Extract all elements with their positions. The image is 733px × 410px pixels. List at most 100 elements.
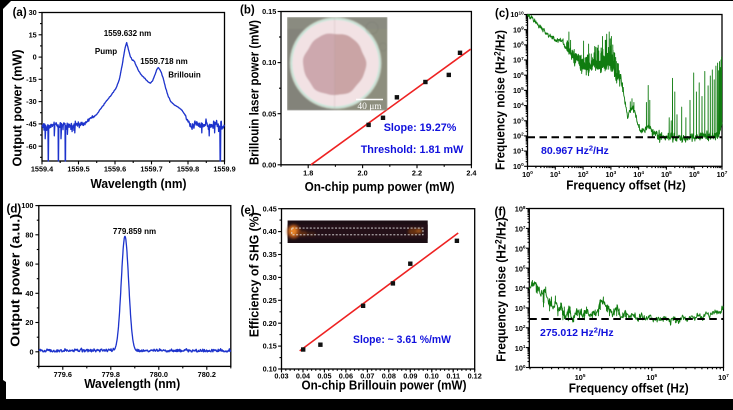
svg-text:80.967 Hz2/Hz: 80.967 Hz2/Hz (541, 144, 609, 158)
svg-text:104: 104 (633, 170, 644, 179)
svg-text:-60: -60 (26, 142, 37, 151)
svg-text:0.10: 0.10 (425, 372, 439, 381)
svg-text:60: 60 (25, 260, 33, 269)
svg-text:105: 105 (515, 264, 526, 273)
svg-text:106: 106 (689, 170, 700, 179)
svg-text:(d): (d) (7, 204, 22, 216)
svg-text:0.25: 0.25 (263, 296, 277, 305)
svg-text:104: 104 (513, 101, 524, 110)
svg-text:100: 100 (513, 162, 524, 171)
svg-text:Frequency noise (Hz2/Hz): Frequency noise (Hz2/Hz) (493, 30, 508, 170)
svg-text:105: 105 (575, 373, 586, 382)
svg-text:(a): (a) (13, 7, 27, 19)
svg-text:101: 101 (550, 170, 561, 179)
svg-text:101: 101 (515, 344, 526, 353)
svg-text:0: 0 (29, 347, 33, 356)
svg-text:Frequency offset (Hz): Frequency offset (Hz) (569, 381, 689, 396)
svg-text:0.07: 0.07 (360, 372, 374, 381)
svg-text:(c): (c) (495, 8, 509, 20)
svg-text:100: 100 (21, 201, 33, 210)
svg-text:2.0: 2.0 (358, 168, 368, 177)
svg-text:0.15: 0.15 (262, 7, 276, 16)
svg-text:0.05: 0.05 (317, 372, 331, 381)
svg-text:(b): (b) (240, 5, 255, 17)
svg-text:108: 108 (515, 205, 526, 214)
svg-text:1559.7: 1559.7 (140, 165, 162, 174)
svg-text:Pump: Pump (95, 47, 117, 56)
svg-text:Threshold: 1.81 mW: Threshold: 1.81 mW (361, 144, 464, 156)
svg-text:103: 103 (515, 304, 526, 313)
svg-text:0.35: 0.35 (263, 250, 277, 259)
svg-text:107: 107 (513, 56, 524, 65)
svg-text:-30: -30 (26, 97, 37, 106)
svg-text:0.30: 0.30 (263, 273, 277, 282)
svg-text:On-chip Brillouin power (mW): On-chip Brillouin power (mW) (302, 378, 467, 393)
svg-text:0.04: 0.04 (296, 372, 311, 381)
svg-text:0.12: 0.12 (468, 372, 482, 381)
svg-text:20: 20 (25, 318, 33, 327)
svg-text:106: 106 (513, 71, 524, 80)
svg-text:1559.9: 1559.9 (213, 165, 235, 174)
svg-text:105: 105 (661, 170, 672, 179)
svg-text:1559.8: 1559.8 (177, 165, 199, 174)
svg-text:Frequency offset (Hz): Frequency offset (Hz) (566, 178, 686, 193)
svg-text:0.15: 0.15 (263, 342, 277, 351)
svg-text:1559.5: 1559.5 (67, 165, 89, 174)
svg-text:80: 80 (25, 230, 33, 239)
svg-text:0.10: 0.10 (262, 58, 276, 67)
svg-text:102: 102 (513, 132, 524, 141)
svg-text:104: 104 (515, 284, 526, 293)
svg-text:780.2: 780.2 (198, 370, 216, 379)
svg-text:1559.6: 1559.6 (104, 165, 126, 174)
svg-text:108: 108 (513, 40, 524, 49)
svg-text:109: 109 (513, 25, 524, 34)
svg-text:1559.4: 1559.4 (31, 165, 54, 174)
svg-text:780.0: 780.0 (150, 370, 168, 379)
svg-text:779.6: 779.6 (54, 370, 72, 379)
svg-text:0.09: 0.09 (403, 372, 417, 381)
svg-text:-45: -45 (26, 119, 37, 128)
svg-text:-15: -15 (26, 75, 37, 84)
svg-text:0.11: 0.11 (446, 372, 460, 381)
svg-text:107: 107 (515, 225, 526, 234)
svg-text:Brillouin laser power (mW): Brillouin laser power (mW) (247, 20, 262, 165)
svg-text:1.8: 1.8 (303, 168, 313, 177)
svg-text:103: 103 (605, 170, 616, 179)
svg-text:(e): (e) (241, 205, 255, 217)
svg-text:2.2: 2.2 (412, 168, 422, 177)
svg-text:Slope: 19.27%: Slope: 19.27% (384, 122, 457, 134)
svg-text:1559.718 nm: 1559.718 nm (140, 57, 188, 66)
svg-text:15: 15 (29, 30, 37, 39)
svg-text:0.45: 0.45 (263, 204, 277, 213)
svg-text:106: 106 (515, 244, 526, 253)
svg-text:On-chip pump power (mW): On-chip pump power (mW) (305, 179, 455, 194)
svg-text:1010: 1010 (510, 10, 524, 19)
svg-text:102: 102 (578, 170, 589, 179)
svg-text:0.05: 0.05 (262, 109, 276, 118)
svg-text:0.00: 0.00 (262, 160, 276, 169)
svg-text:100: 100 (522, 170, 533, 179)
svg-text:0.20: 0.20 (263, 319, 277, 328)
svg-text:Output power (a.u.): Output power (a.u.) (8, 214, 23, 347)
svg-text:Efficiency of SHG (%): Efficiency of SHG (%) (247, 212, 262, 337)
svg-text:107: 107 (717, 170, 728, 179)
svg-text:106: 106 (646, 373, 657, 382)
svg-text:Brillouin: Brillouin (168, 71, 201, 80)
svg-text:100: 100 (515, 364, 526, 373)
svg-text:275.012 Hz2/Hz: 275.012 Hz2/Hz (540, 326, 614, 340)
svg-text:0.03: 0.03 (274, 372, 288, 381)
svg-text:40: 40 (25, 289, 33, 298)
svg-text:0.10: 0.10 (263, 365, 277, 374)
svg-text:107: 107 (718, 373, 729, 382)
svg-text:779.8: 779.8 (102, 370, 120, 379)
svg-text:(f): (f) (495, 207, 507, 219)
svg-text:0.08: 0.08 (382, 372, 396, 381)
svg-text:40 μm: 40 μm (357, 102, 382, 112)
svg-text:102: 102 (515, 324, 526, 333)
svg-text:0.06: 0.06 (339, 372, 353, 381)
svg-text:101: 101 (513, 147, 524, 156)
svg-text:1559.632 nm: 1559.632 nm (104, 29, 152, 38)
svg-text:Wavelength (nm): Wavelength (nm) (84, 376, 180, 391)
svg-text:Frequency noise (Hz2/Hz): Frequency noise (Hz2/Hz) (494, 217, 509, 362)
svg-text:Wavelength (nm): Wavelength (nm) (91, 176, 187, 191)
